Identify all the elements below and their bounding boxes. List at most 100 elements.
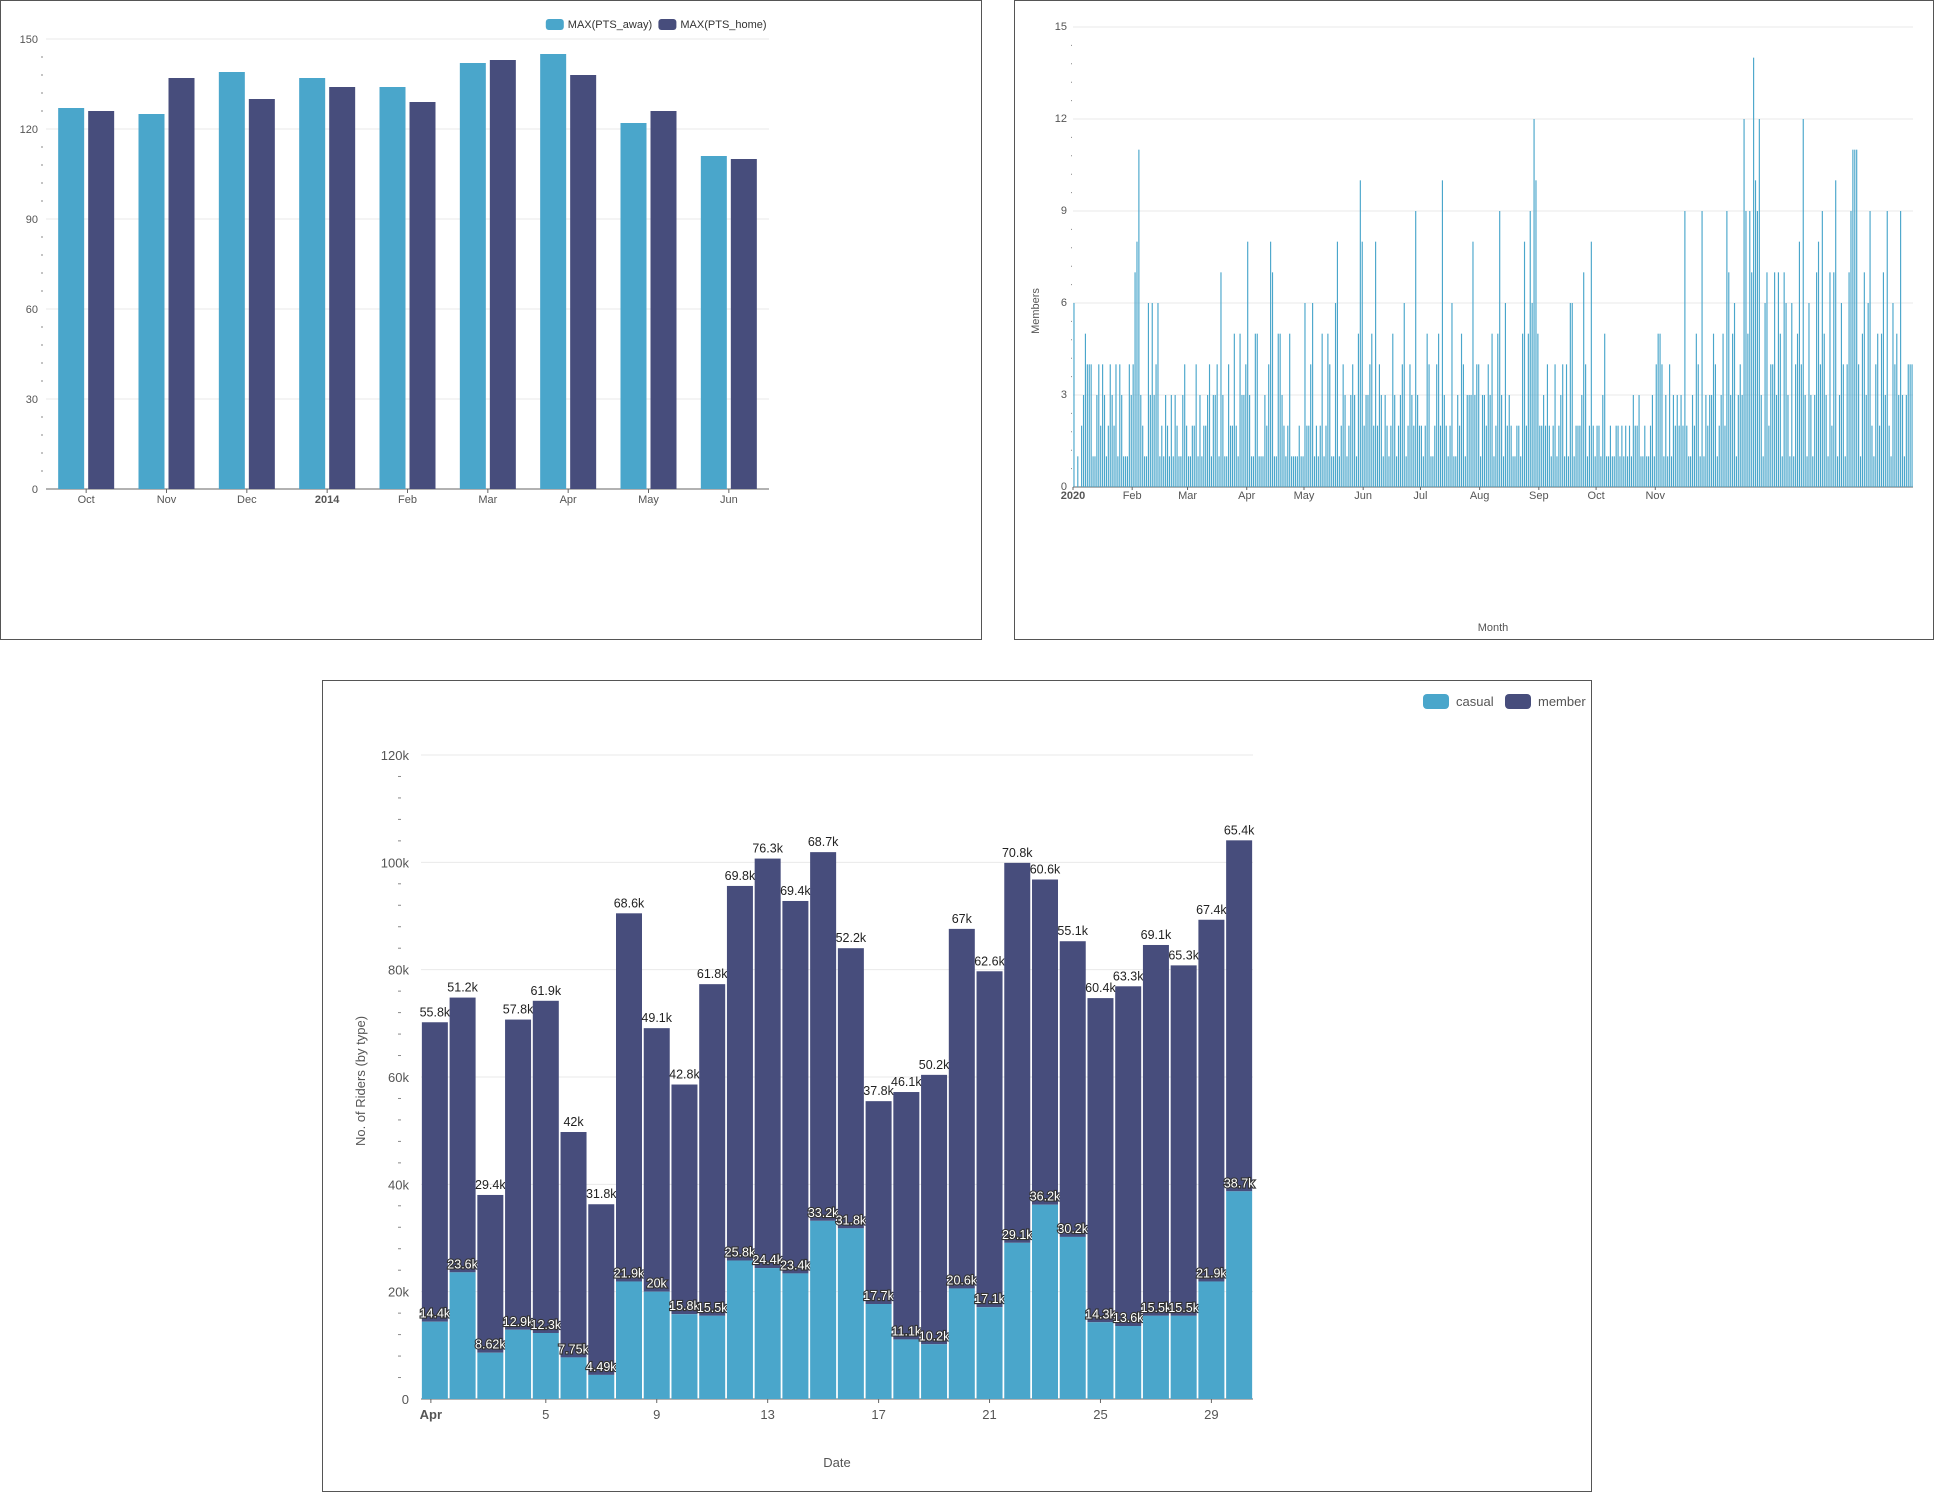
- member-bar: [1539, 425, 1541, 487]
- member-bar: [1798, 241, 1800, 487]
- member-bar: [1718, 425, 1720, 487]
- member-bar: [1657, 333, 1659, 487]
- casual-value-label: 23.4k: [780, 1258, 811, 1272]
- member-bar: [1733, 303, 1736, 487]
- member-bar: [1415, 211, 1417, 487]
- member-bar: [1153, 395, 1155, 487]
- member-bar: [921, 1074, 948, 1345]
- member-bar: [1390, 425, 1392, 487]
- casual-value-label: 21.9k: [1196, 1266, 1227, 1280]
- member-bar: [1756, 211, 1758, 487]
- member-bar: [1107, 425, 1109, 487]
- member-bar: [1716, 456, 1718, 487]
- member-bar: [1229, 425, 1232, 487]
- member-bar: [1113, 425, 1115, 487]
- member-bar: [1884, 395, 1886, 487]
- member-bar: [1774, 272, 1776, 487]
- member-value-label: 46.1k: [891, 1075, 922, 1089]
- member-bar: [1554, 364, 1556, 487]
- member-bar: [477, 1194, 504, 1353]
- member-bar: [1403, 303, 1405, 487]
- member-bar: [1436, 364, 1438, 487]
- member-bar: [1760, 395, 1762, 487]
- x-tick-label: Sep: [1529, 490, 1549, 502]
- member-bar: [1161, 425, 1163, 487]
- bar-MAX(PTS_away): [459, 63, 486, 489]
- member-bar: [1273, 456, 1275, 487]
- casual-value-label: 4.49k: [586, 1360, 617, 1374]
- member-bar: [1592, 425, 1594, 487]
- member-bar: [1357, 333, 1359, 487]
- member-bar: [1474, 395, 1476, 487]
- member-bar: [1163, 456, 1165, 487]
- member-bar: [1684, 211, 1686, 487]
- member-bar: [1428, 364, 1430, 487]
- x-tick-label: 13: [760, 1407, 774, 1422]
- chart-panel-members: 0 3 6 9 12 15 2020 Feb Mar Apr May Jun Jul Aug Sep Oct N…: [1014, 0, 1934, 640]
- member-bar: [1879, 425, 1881, 487]
- member-bar: [1544, 425, 1547, 487]
- casual-bar: [1004, 1242, 1031, 1399]
- member-bar: [1145, 456, 1148, 487]
- member-bar: [1816, 272, 1818, 487]
- member-bar: [1159, 456, 1161, 487]
- member-bar: [1680, 395, 1682, 487]
- member-bar: [643, 1028, 670, 1292]
- member-bar: [1243, 395, 1245, 487]
- member-bar: [1317, 456, 1319, 487]
- x-tick-label: 29: [1204, 1407, 1218, 1422]
- member-value-label: 29.4k: [475, 1178, 506, 1192]
- member-bar: [1380, 395, 1382, 487]
- member-bar: [1149, 395, 1151, 487]
- member-bar: [1384, 395, 1386, 487]
- member-value-label: 50.2k: [919, 1058, 950, 1072]
- casual-value-label: 8.62k: [475, 1338, 506, 1352]
- member-bar: [1392, 333, 1394, 487]
- member-bar: [1617, 425, 1619, 487]
- y-tick-label: 120k: [381, 748, 410, 763]
- member-value-label: 67.4k: [1196, 903, 1227, 917]
- member-bar: [1579, 425, 1581, 487]
- casual-bar: [560, 1357, 587, 1399]
- member-bar: [1422, 456, 1424, 487]
- member-bar: [1254, 333, 1256, 487]
- member-bar: [1638, 395, 1640, 487]
- y-tick-label: 3: [1061, 389, 1067, 401]
- member-bar: [1187, 456, 1190, 487]
- member-bar: [1059, 941, 1086, 1237]
- x-tick-label: Nov: [1645, 490, 1665, 502]
- member-bar: [1216, 364, 1218, 487]
- member-value-label: 69.8k: [725, 869, 756, 883]
- member-bar: [1602, 395, 1604, 487]
- member-bar: [1478, 364, 1480, 487]
- member-bar: [1130, 395, 1132, 487]
- x-tick-label: 17: [871, 1407, 885, 1422]
- member-bar: [1237, 456, 1239, 487]
- member-bar: [1346, 456, 1348, 487]
- member-bar: [1207, 395, 1209, 487]
- member-bar: [1619, 456, 1621, 487]
- member-bar: [1663, 456, 1665, 487]
- x-tick-label: Jun: [1354, 490, 1372, 502]
- member-bar: [1758, 119, 1760, 487]
- member-bar: [1191, 425, 1193, 487]
- member-bar: [1081, 425, 1083, 487]
- y-tick-label: 60k: [388, 1070, 409, 1085]
- member-bar: [1277, 333, 1279, 487]
- member-bar: [1707, 425, 1709, 487]
- member-bar: [1004, 862, 1031, 1243]
- member-bar: [1350, 395, 1352, 487]
- y-tick-label: 30: [26, 394, 38, 406]
- y-tick-label: 150: [20, 34, 38, 46]
- x-tick-label: Jul: [1413, 490, 1427, 502]
- member-bar: [1170, 965, 1197, 1316]
- x-tick-label: 9: [653, 1407, 660, 1422]
- member-bar: [1466, 395, 1468, 487]
- member-value-label: 60.6k: [1030, 863, 1061, 877]
- member-bar: [1567, 456, 1569, 487]
- member-bar: [1105, 456, 1107, 487]
- bar-MAX(PTS_away): [138, 114, 165, 489]
- bar-MAX(PTS_home): [489, 60, 516, 489]
- member-bar: [1520, 456, 1522, 487]
- member-bar: [1214, 395, 1216, 487]
